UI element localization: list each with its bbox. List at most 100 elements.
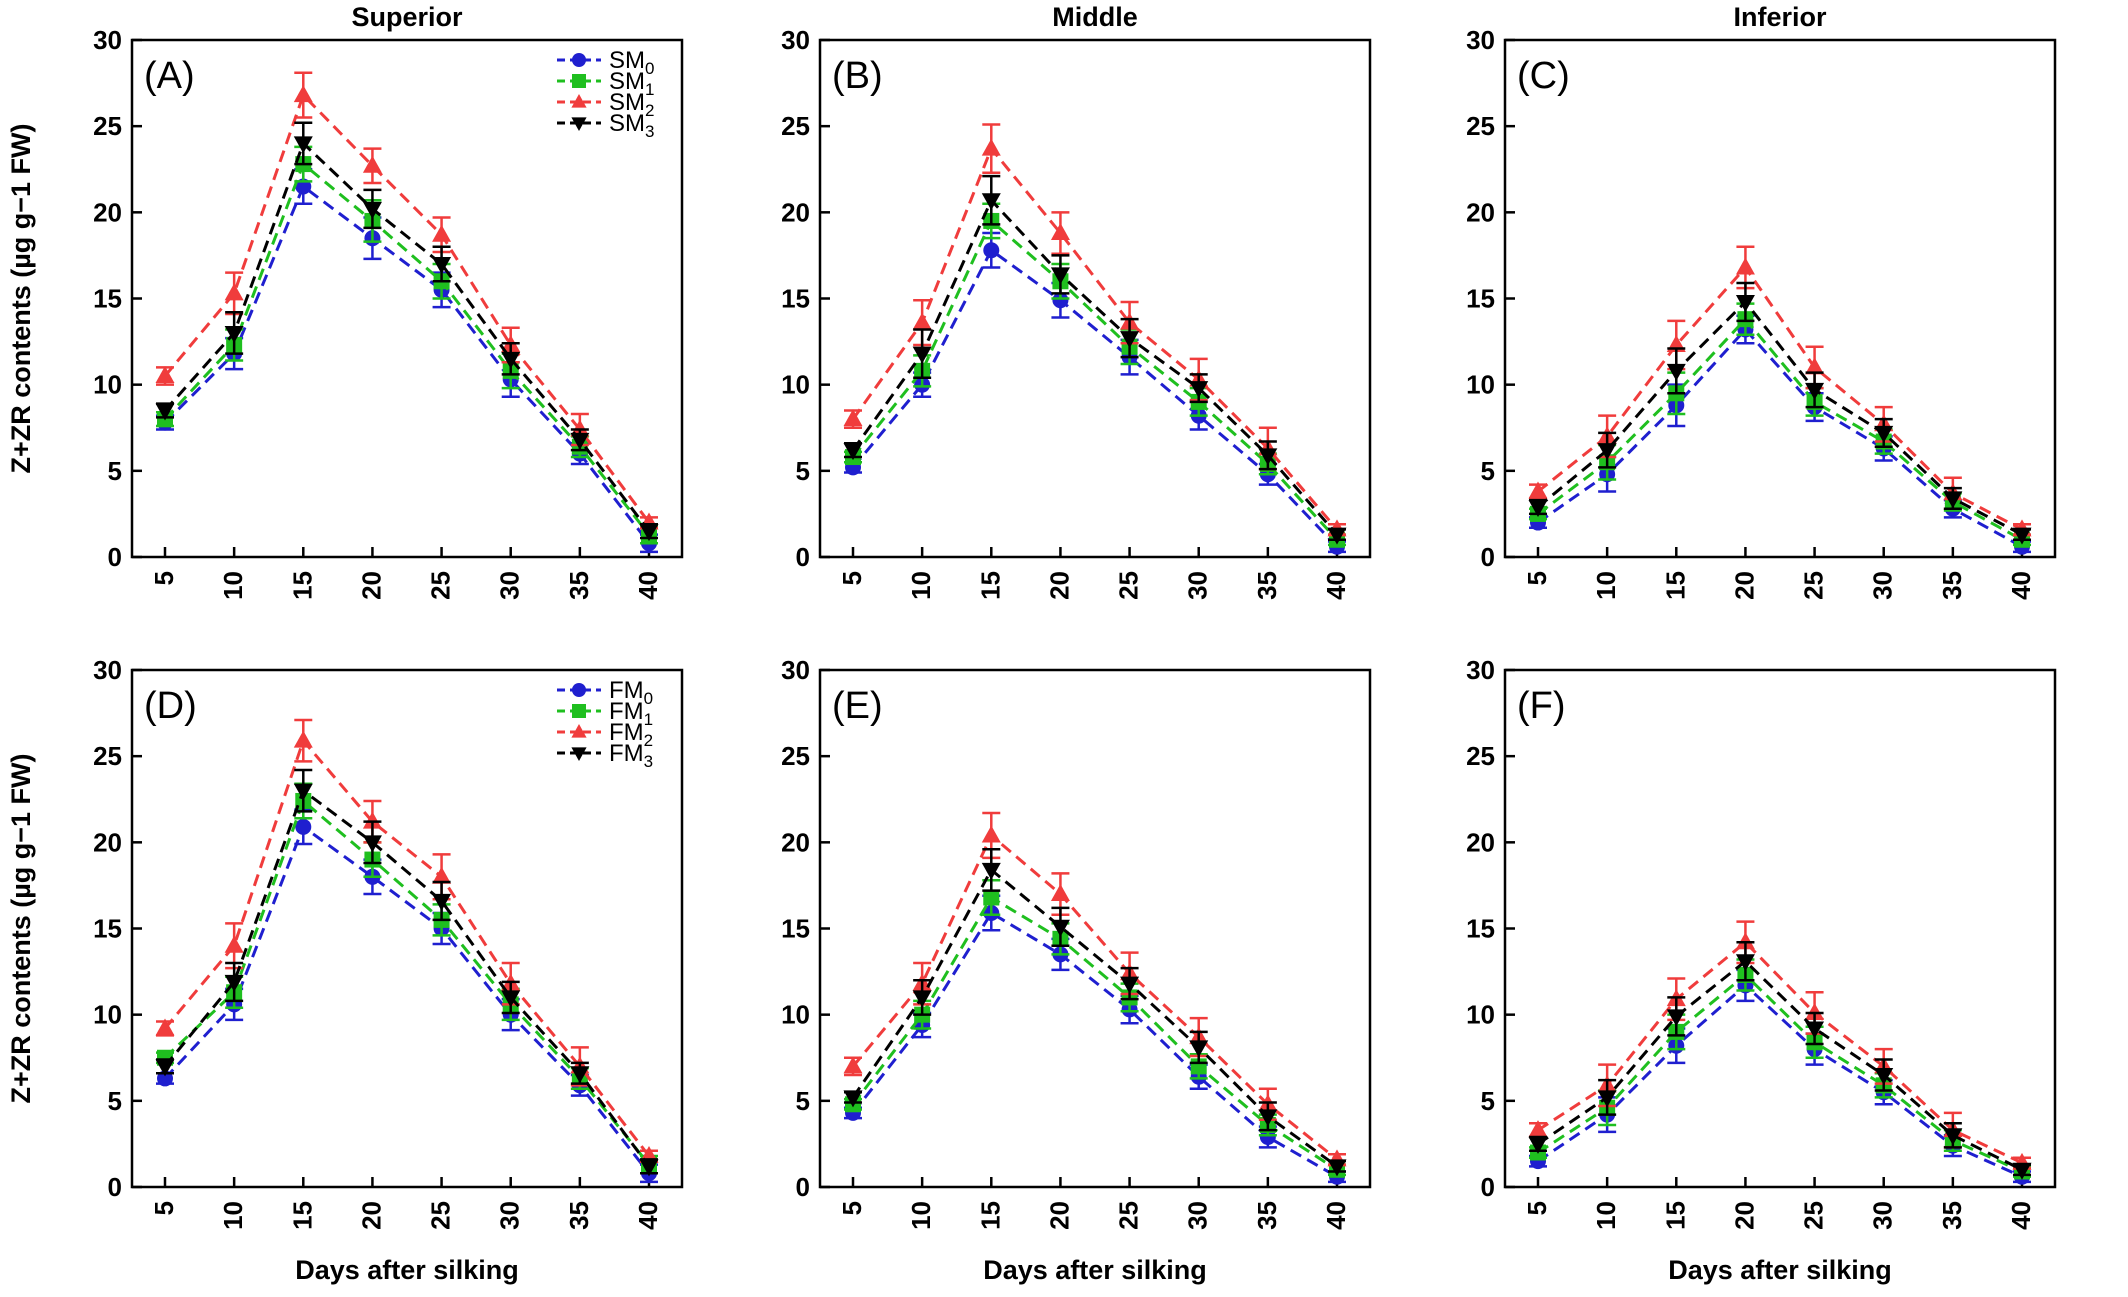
legend-entry-base: FM <box>609 719 644 746</box>
data-point <box>1528 481 1548 499</box>
data-point <box>293 730 313 748</box>
data-point <box>1805 1021 1825 1039</box>
data-point <box>983 889 1000 906</box>
x-axis-label: Days after silking <box>295 1255 519 1285</box>
y-tick-label: 20 <box>781 197 810 227</box>
data-point <box>983 242 1000 259</box>
y-tick-label: 10 <box>93 1000 122 1030</box>
legend-entry-base: SM <box>609 47 645 74</box>
legend-entry-base: SM <box>609 68 645 95</box>
data-point <box>293 783 313 801</box>
y-tick-label: 0 <box>796 1172 810 1202</box>
data-point <box>1050 884 1070 902</box>
y-tick-label: 30 <box>1466 655 1495 685</box>
x-tick-label: 10 <box>218 1201 248 1230</box>
data-point <box>570 432 590 450</box>
legend-marker <box>572 53 586 67</box>
x-tick-label: 35 <box>1252 571 1282 600</box>
data-point <box>570 1066 590 1084</box>
data-point <box>1189 381 1209 399</box>
series-line <box>163 161 651 536</box>
x-tick-label: 20 <box>1044 571 1074 600</box>
y-tick-label: 25 <box>781 741 810 771</box>
x-tick-label: 15 <box>287 1201 317 1230</box>
data-point <box>224 325 244 343</box>
series-line <box>851 248 1339 548</box>
series-line <box>163 798 651 1166</box>
panel-6: 0 5 10 15 20 25 30 5 10 15 20 25 30 35 40 (F) Days after… <box>1466 655 2057 1285</box>
data-point <box>1258 1109 1278 1127</box>
series-FM3 <box>1528 941 2032 1180</box>
series-line <box>851 833 1338 1161</box>
y-tick-label: 15 <box>781 284 810 314</box>
x-tick-label: 5 <box>149 571 179 585</box>
legend-entry-base: FM <box>609 677 644 704</box>
y-tick-label: 30 <box>781 25 810 55</box>
data-point <box>155 366 175 384</box>
x-tick-label: 5 <box>837 571 867 585</box>
series-SM3 <box>843 174 1347 545</box>
series-line <box>1537 940 2023 1165</box>
series-line <box>1537 316 2023 542</box>
y-tick-label: 20 <box>93 827 122 857</box>
y-tick-label: 20 <box>1466 197 1495 227</box>
legend-entry-subscript: 0 <box>644 689 653 708</box>
x-tick-label: 5 <box>149 1201 179 1215</box>
data-point <box>432 224 452 242</box>
x-tick-label: 25 <box>1114 571 1144 600</box>
data-point <box>1327 1159 1347 1177</box>
series-line <box>1537 327 2023 548</box>
panel-label: (C) <box>1517 55 1570 97</box>
x-tick-label: 10 <box>218 571 248 600</box>
data-point <box>639 1159 659 1177</box>
legend-entry-base: FM <box>609 740 644 767</box>
x-tick-label: 15 <box>1660 1201 1690 1230</box>
series-line <box>1537 265 2023 531</box>
x-tick-label: 30 <box>495 571 525 600</box>
series-FM3 <box>155 768 659 1177</box>
y-tick-label: 15 <box>781 914 810 944</box>
y-tick-label: 5 <box>108 1086 122 1116</box>
y-tick-label: 5 <box>1481 1086 1495 1116</box>
column-title: Inferior <box>1733 2 1827 32</box>
column-title: Middle <box>1052 2 1138 32</box>
y-tick-label: 0 <box>108 542 122 572</box>
series-line <box>1537 299 2023 536</box>
x-tick-label: 25 <box>1114 1201 1144 1230</box>
plot-frame <box>130 38 684 559</box>
y-tick-label: 25 <box>93 111 122 141</box>
legend-marker <box>572 683 586 697</box>
y-tick-label: 5 <box>1481 456 1495 486</box>
legend-entry: SM2 <box>609 89 654 120</box>
series-FM3 <box>843 847 1347 1177</box>
y-tick-label: 5 <box>796 456 810 486</box>
data-point <box>1528 500 1548 518</box>
x-tick-label: 40 <box>1321 1201 1351 1230</box>
legend-entry: FM2 <box>609 719 653 750</box>
series-SM0 <box>844 231 1346 555</box>
panel-3: 0 5 10 15 20 25 30 5 10 15 20 25 30 35 40 (C) Inferior <box>1466 2 2057 600</box>
data-point <box>224 283 244 301</box>
data-point <box>432 257 452 275</box>
y-tick-label: 30 <box>781 655 810 685</box>
legend-marker <box>571 724 587 738</box>
x-tick-label: 5 <box>1522 1201 1552 1215</box>
legend-entry: FM0 <box>609 677 653 708</box>
data-point <box>501 351 521 369</box>
legend-entry-base: SM <box>609 89 645 116</box>
x-tick-label: 20 <box>356 1201 386 1230</box>
y-tick-label: 5 <box>108 456 122 486</box>
x-tick-label: 20 <box>1044 1201 1074 1230</box>
y-tick-label: 0 <box>796 542 810 572</box>
x-tick-label: 35 <box>1937 571 1967 600</box>
x-axis-label: Days after silking <box>983 1255 1207 1285</box>
y-tick-label: 0 <box>108 1172 122 1202</box>
legend-entry-subscript: 2 <box>644 731 653 750</box>
data-point <box>1528 1120 1548 1138</box>
data-point <box>432 893 452 911</box>
x-tick-label: 5 <box>1522 571 1552 585</box>
x-tick-label: 20 <box>356 571 386 600</box>
data-point <box>1528 1136 1548 1154</box>
x-tick-label: 25 <box>426 1201 456 1230</box>
